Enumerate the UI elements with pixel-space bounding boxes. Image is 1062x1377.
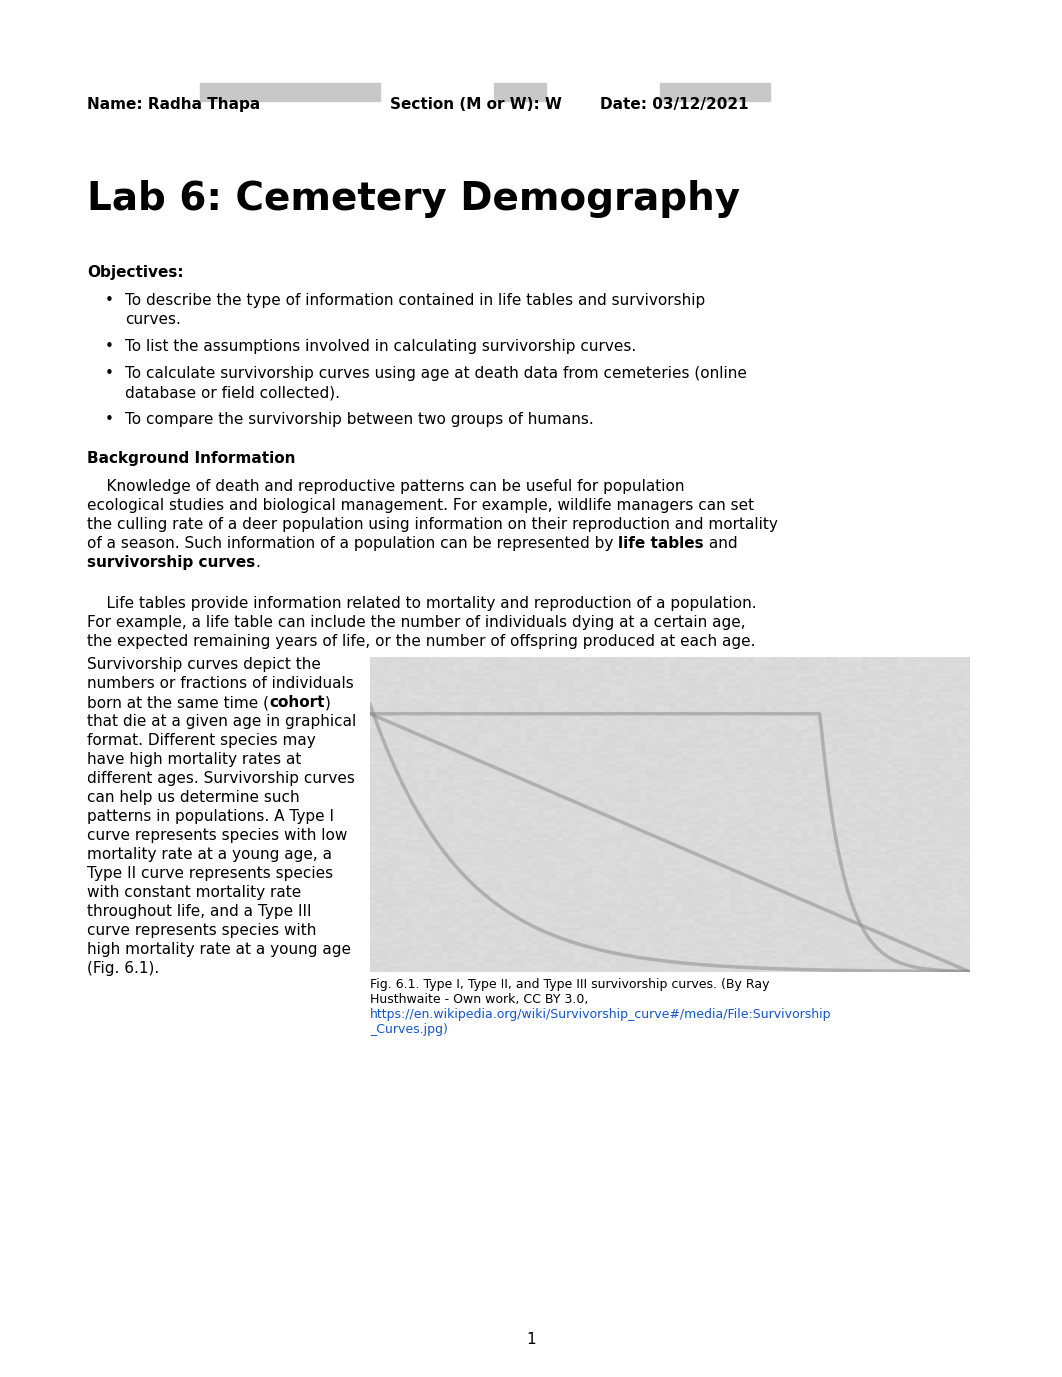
Text: patterns in populations. A Type I: patterns in populations. A Type I xyxy=(87,810,335,823)
Text: the culling rate of a deer population using information on their reproduction an: the culling rate of a deer population us… xyxy=(87,516,777,532)
Text: Background Information: Background Information xyxy=(87,452,295,465)
Text: numbers or fractions of individuals: numbers or fractions of individuals xyxy=(87,676,354,691)
Text: •: • xyxy=(105,366,114,381)
Text: survivorship curves: survivorship curves xyxy=(87,555,255,570)
Text: Husthwaite - Own work, CC BY 3.0,: Husthwaite - Own work, CC BY 3.0, xyxy=(370,993,588,1007)
Text: 1: 1 xyxy=(526,1332,536,1347)
Bar xyxy=(200,83,380,101)
Text: curve represents species with low: curve represents species with low xyxy=(87,828,347,843)
Text: For example, a life table can include the number of individuals dying at a certa: For example, a life table can include th… xyxy=(87,616,746,631)
Text: To compare the survivorship between two groups of humans.: To compare the survivorship between two … xyxy=(125,412,594,427)
Text: Lab 6: Cemetery Demography: Lab 6: Cemetery Demography xyxy=(87,180,740,218)
Text: curve represents species with: curve represents species with xyxy=(87,923,316,938)
Text: To calculate survivorship curves using age at death data from cemeteries (online: To calculate survivorship curves using a… xyxy=(125,366,747,381)
Text: Section (M or W): W: Section (M or W): W xyxy=(390,96,562,112)
Text: born at the same time (: born at the same time ( xyxy=(87,695,269,711)
Text: https://en.wikipedia.org/wiki/Survivorship_curve#/media/File:Survivorship: https://en.wikipedia.org/wiki/Survivorsh… xyxy=(370,1008,832,1020)
Text: (Fig. 6.1).: (Fig. 6.1). xyxy=(87,961,159,976)
Bar xyxy=(660,83,770,101)
Text: To list the assumptions involved in calculating survivorship curves.: To list the assumptions involved in calc… xyxy=(125,339,636,354)
Text: with constant mortality rate: with constant mortality rate xyxy=(87,885,302,901)
Text: throughout life, and a Type III: throughout life, and a Type III xyxy=(87,903,311,918)
Text: Knowledge of death and reproductive patterns can be useful for population: Knowledge of death and reproductive patt… xyxy=(87,479,685,494)
Text: Objectives:: Objectives: xyxy=(87,264,184,280)
Text: of a season. Such information of a population can be represented by: of a season. Such information of a popul… xyxy=(87,536,618,551)
Text: mortality rate at a young age, a: mortality rate at a young age, a xyxy=(87,847,332,862)
Text: .: . xyxy=(255,555,260,570)
Text: high mortality rate at a young age: high mortality rate at a young age xyxy=(87,942,352,957)
Text: can help us determine such: can help us determine such xyxy=(87,790,299,806)
Text: Name: Radha Thapa: Name: Radha Thapa xyxy=(87,96,260,112)
Text: database or field collected).: database or field collected). xyxy=(125,386,340,399)
Text: •: • xyxy=(105,412,114,427)
Bar xyxy=(494,83,546,101)
Text: different ages. Survivorship curves: different ages. Survivorship curves xyxy=(87,771,355,786)
Text: _Curves.jpg): _Curves.jpg) xyxy=(370,1023,448,1036)
Text: ): ) xyxy=(325,695,330,711)
Text: Date: 03/12/2021: Date: 03/12/2021 xyxy=(600,96,749,112)
Text: that die at a given age in graphical: that die at a given age in graphical xyxy=(87,715,356,728)
Text: cohort: cohort xyxy=(269,695,325,711)
Text: the expected remaining years of life, or the number of offspring produced at eac: the expected remaining years of life, or… xyxy=(87,633,755,649)
Text: Type II curve represents species: Type II curve represents species xyxy=(87,866,333,881)
Text: life tables: life tables xyxy=(618,536,704,551)
Text: have high mortality rates at: have high mortality rates at xyxy=(87,752,302,767)
Text: •: • xyxy=(105,339,114,354)
Text: Survivorship curves depict the: Survivorship curves depict the xyxy=(87,657,321,672)
Text: Life tables provide information related to mortality and reproduction of a popul: Life tables provide information related … xyxy=(87,596,756,611)
Text: To describe the type of information contained in life tables and survivorship: To describe the type of information cont… xyxy=(125,293,705,308)
Text: Fig. 6.1. Type I, Type II, and Type III survivorship curves. (By Ray: Fig. 6.1. Type I, Type II, and Type III … xyxy=(370,978,770,991)
Text: •: • xyxy=(105,293,114,308)
Text: curves.: curves. xyxy=(125,313,181,326)
Text: format. Different species may: format. Different species may xyxy=(87,733,315,748)
Text: ecological studies and biological management. For example, wildlife managers can: ecological studies and biological manage… xyxy=(87,498,754,514)
Text: and: and xyxy=(704,536,737,551)
